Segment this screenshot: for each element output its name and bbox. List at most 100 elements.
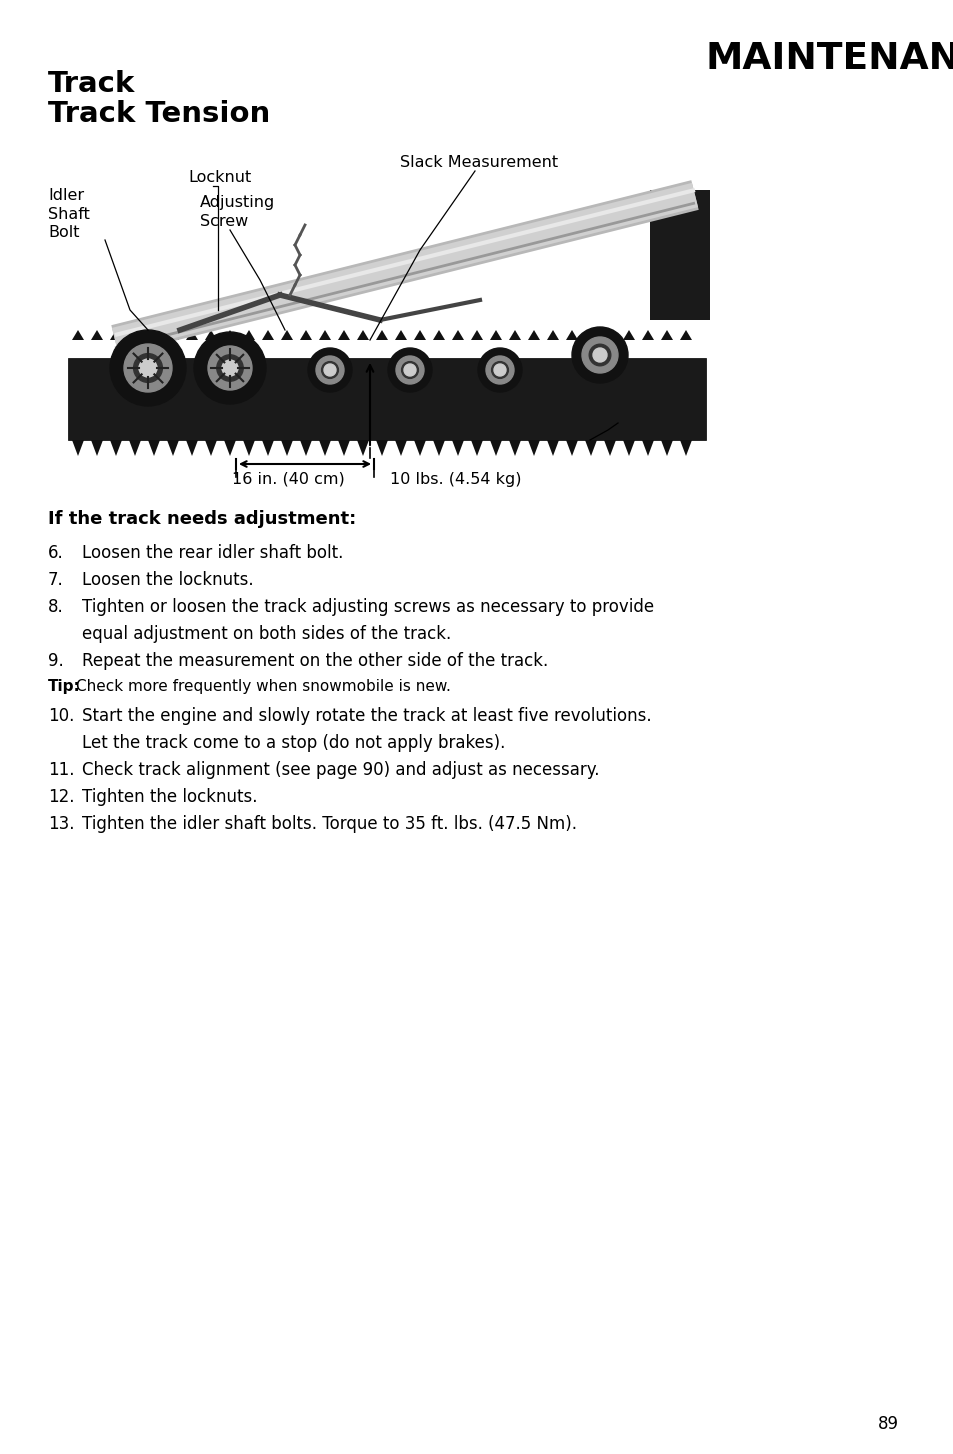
Polygon shape <box>433 330 444 340</box>
Polygon shape <box>224 330 235 340</box>
Circle shape <box>485 356 514 384</box>
Circle shape <box>139 359 157 377</box>
Circle shape <box>216 355 243 381</box>
Polygon shape <box>375 441 388 457</box>
Polygon shape <box>224 441 235 457</box>
Text: 10.: 10. <box>48 707 74 726</box>
Text: Track Tension: Track Tension <box>48 100 270 128</box>
Polygon shape <box>281 441 293 457</box>
Polygon shape <box>414 441 426 457</box>
Polygon shape <box>546 330 558 340</box>
Text: Locknut: Locknut <box>188 170 251 185</box>
Text: Repeat the measurement on the other side of the track.: Repeat the measurement on the other side… <box>82 651 548 670</box>
Polygon shape <box>356 330 369 340</box>
Polygon shape <box>91 441 103 457</box>
Polygon shape <box>660 330 672 340</box>
Polygon shape <box>641 330 654 340</box>
Text: Check track alignment (see page 90) and adjust as necessary.: Check track alignment (see page 90) and … <box>82 760 598 779</box>
Polygon shape <box>337 330 350 340</box>
Circle shape <box>124 345 172 393</box>
Polygon shape <box>129 441 141 457</box>
Polygon shape <box>299 330 312 340</box>
Polygon shape <box>167 441 179 457</box>
Polygon shape <box>148 441 160 457</box>
Polygon shape <box>71 330 84 340</box>
Polygon shape <box>490 441 501 457</box>
Circle shape <box>208 346 252 390</box>
Polygon shape <box>167 330 179 340</box>
Polygon shape <box>318 330 331 340</box>
Polygon shape <box>129 330 141 340</box>
Polygon shape <box>622 330 635 340</box>
Text: Tighten or loosen the track adjusting screws as necessary to provide: Tighten or loosen the track adjusting sc… <box>82 598 654 616</box>
Text: 13.: 13. <box>48 816 74 833</box>
Circle shape <box>401 362 418 378</box>
Circle shape <box>308 348 352 393</box>
Polygon shape <box>452 441 463 457</box>
Polygon shape <box>205 441 216 457</box>
Text: 8.: 8. <box>48 598 64 616</box>
Polygon shape <box>91 330 103 340</box>
Text: 12.: 12. <box>48 788 74 806</box>
Polygon shape <box>679 441 691 457</box>
Bar <box>65 128 707 445</box>
Polygon shape <box>375 330 388 340</box>
Polygon shape <box>205 330 216 340</box>
Polygon shape <box>318 441 331 457</box>
Text: Start the engine and slowly rotate the track at least five revolutions.: Start the engine and slowly rotate the t… <box>82 707 651 726</box>
Polygon shape <box>262 330 274 340</box>
Text: 89: 89 <box>877 1415 898 1434</box>
Polygon shape <box>471 441 482 457</box>
Polygon shape <box>337 441 350 457</box>
Circle shape <box>321 362 338 378</box>
Polygon shape <box>546 441 558 457</box>
Polygon shape <box>281 330 293 340</box>
Polygon shape <box>356 441 369 457</box>
Polygon shape <box>490 330 501 340</box>
Circle shape <box>494 364 505 377</box>
Circle shape <box>581 337 618 374</box>
Text: Adjusting
Screw: Adjusting Screw <box>200 195 275 228</box>
Text: 10 lbs. (4.54 kg): 10 lbs. (4.54 kg) <box>390 473 521 487</box>
Circle shape <box>222 361 237 377</box>
Polygon shape <box>395 330 407 340</box>
Polygon shape <box>262 441 274 457</box>
Text: 6.: 6. <box>48 544 64 563</box>
Polygon shape <box>148 330 160 340</box>
Polygon shape <box>660 441 672 457</box>
Polygon shape <box>622 441 635 457</box>
Polygon shape <box>452 330 463 340</box>
Polygon shape <box>110 441 122 457</box>
Polygon shape <box>584 441 597 457</box>
Circle shape <box>395 356 423 384</box>
Polygon shape <box>509 330 520 340</box>
Polygon shape <box>509 441 520 457</box>
Circle shape <box>589 345 610 366</box>
Circle shape <box>477 348 521 393</box>
Polygon shape <box>433 441 444 457</box>
Polygon shape <box>186 441 198 457</box>
Circle shape <box>388 348 432 393</box>
Polygon shape <box>641 441 654 457</box>
Text: Let the track come to a stop (do not apply brakes).: Let the track come to a stop (do not app… <box>82 734 505 752</box>
Polygon shape <box>679 330 691 340</box>
Circle shape <box>324 364 335 377</box>
Polygon shape <box>71 441 84 457</box>
Polygon shape <box>527 441 539 457</box>
Polygon shape <box>395 441 407 457</box>
Bar <box>649 190 709 320</box>
Circle shape <box>110 330 186 406</box>
Polygon shape <box>243 441 254 457</box>
Text: 11.: 11. <box>48 760 74 779</box>
Circle shape <box>315 356 344 384</box>
Text: MAINTENANCE: MAINTENANCE <box>705 42 953 79</box>
Text: equal adjustment on both sides of the track.: equal adjustment on both sides of the tr… <box>82 625 451 643</box>
Text: 9.: 9. <box>48 651 64 670</box>
Text: Loosen the locknuts.: Loosen the locknuts. <box>82 571 253 589</box>
Text: Tighten the idler shaft bolts. Torque to 35 ft. lbs. (47.5 Nm).: Tighten the idler shaft bolts. Torque to… <box>82 816 577 833</box>
Polygon shape <box>414 330 426 340</box>
Polygon shape <box>243 330 254 340</box>
Circle shape <box>133 353 162 382</box>
Polygon shape <box>299 441 312 457</box>
Text: Check more frequently when snowmobile is new.: Check more frequently when snowmobile is… <box>76 679 451 694</box>
